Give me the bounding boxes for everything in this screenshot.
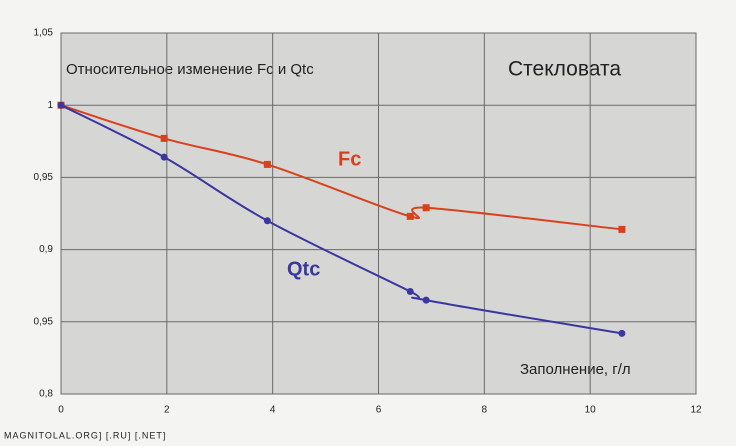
x-tick-label: 8 xyxy=(482,405,488,416)
y-tick-label: 1,05 xyxy=(34,28,54,39)
point xyxy=(57,101,65,109)
y-tick-label: 1 xyxy=(47,100,53,111)
point xyxy=(422,204,430,212)
x-tick-label: 12 xyxy=(690,405,702,416)
x-tick-label: 6 xyxy=(376,405,382,416)
x-axis-label: Заполнение, г/л xyxy=(520,361,631,378)
series-label: Qtc xyxy=(287,258,320,280)
point xyxy=(406,212,414,220)
point xyxy=(618,329,626,337)
series-label: Fc xyxy=(338,148,361,170)
watermark: MAGNITOLAL.ORG] [.RU] [.NET] xyxy=(4,430,166,440)
point xyxy=(406,287,414,295)
chart-subtitle: Стекловата xyxy=(508,58,621,81)
chart-title: Относительное изменение Fc и Qtc xyxy=(66,61,314,78)
y-tick-label: 0,8 xyxy=(39,389,53,400)
x-tick-label: 2 xyxy=(164,405,170,416)
x-tick-label: 0 xyxy=(58,405,64,416)
x-tick-label: 4 xyxy=(270,405,276,416)
point xyxy=(618,225,626,233)
point xyxy=(263,160,271,168)
y-tick-label: 0,95 xyxy=(34,172,54,183)
point xyxy=(160,153,168,161)
x-tick-label: 10 xyxy=(585,405,597,416)
point xyxy=(263,217,271,225)
point xyxy=(422,296,430,304)
y-tick-label: 0,9 xyxy=(39,244,53,255)
y-tick-label: 0,95 xyxy=(34,316,54,327)
point xyxy=(160,134,168,142)
